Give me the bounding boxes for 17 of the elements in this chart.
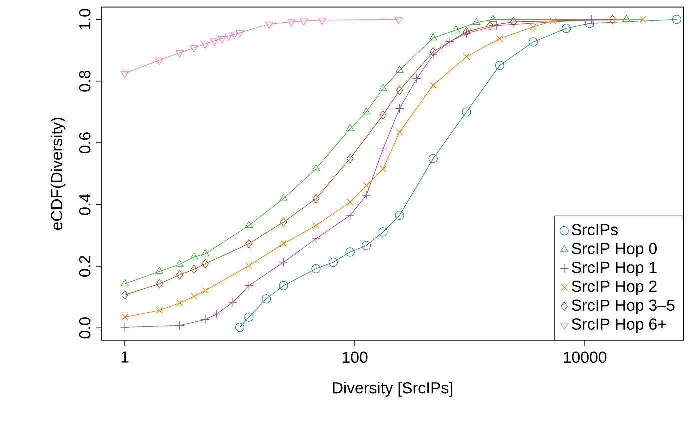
x-axis-title: Diversity [SrcIPs]: [333, 382, 453, 397]
y-tick-label: 0.0: [79, 317, 91, 338]
y-tick-label: 0.6: [79, 132, 91, 154]
y-tick-label: 0.2: [79, 256, 91, 277]
y-tick-label: 1.0: [79, 8, 91, 30]
legend-label: SrcIP Hop 3–5: [572, 300, 675, 314]
x-tick-label: 1: [122, 352, 129, 363]
legend-label: SrcIP Hop 1: [572, 262, 657, 276]
x-tick-label: 100: [342, 352, 368, 363]
legend-label: SrcIP Hop 0: [572, 242, 657, 258]
legend-label: SrcIP Hop 2: [572, 280, 657, 296]
legend-label: SrcIPs: [572, 224, 618, 236]
x-tick-label: 10000: [564, 352, 607, 363]
y-tick-label: 0.4: [79, 194, 91, 216]
y-tick-label: 0.8: [79, 70, 91, 92]
y-axis-title: eCDF(Diversity): [50, 118, 66, 230]
legend-label: SrcIP Hop 6+: [572, 318, 666, 333]
